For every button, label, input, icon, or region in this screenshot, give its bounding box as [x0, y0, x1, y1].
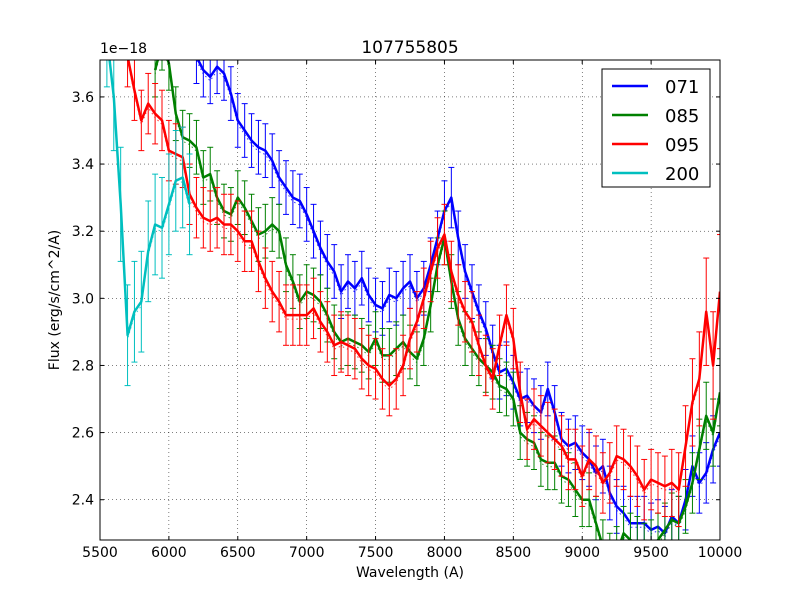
x-tick-label: 6500 — [220, 545, 256, 561]
x-tick-label: 7000 — [289, 545, 325, 561]
x-tick-label: 6000 — [151, 545, 187, 561]
y-tick-label: 3.0 — [72, 291, 94, 307]
y-tick-label: 2.8 — [72, 358, 94, 374]
y-tick-label: 3.2 — [72, 224, 94, 240]
model-line-071 — [195, 60, 720, 539]
x-tick-label: 7500 — [358, 545, 394, 561]
model-line-095 — [127, 60, 720, 495]
plot-data — [103, 60, 720, 540]
y-tick-label: 3.4 — [72, 157, 94, 173]
x-tick-label: 8000 — [427, 545, 463, 561]
x-tick-label: 9500 — [633, 545, 669, 561]
legend-box — [601, 68, 711, 188]
plot-frame — [99, 59, 721, 541]
x-tick-label: 8500 — [496, 545, 532, 561]
y-offset-text: 1e−18 — [100, 41, 147, 57]
series-line-071 — [196, 60, 720, 535]
x-tick-label: 9000 — [564, 545, 600, 561]
legend-label-085: 085 — [665, 106, 699, 127]
legend-label-071: 071 — [665, 77, 699, 98]
series-line-095 — [127, 60, 720, 491]
x-axis-label: Wavelength (A) — [356, 565, 464, 581]
chart-title: 107755805 — [361, 38, 458, 58]
x-tick-label: 10000 — [698, 545, 743, 561]
y-tick-label: 2.6 — [72, 426, 94, 442]
legend: 071 085 095 200 — [601, 68, 711, 188]
series-095 — [124, 60, 720, 528]
axis-ticks: 5500 6000 6500 7000 7500 8000 8500 9000 9500 1000… — [72, 60, 743, 561]
series-line-200 — [108, 60, 191, 337]
series-200 — [103, 60, 193, 387]
y-tick-label: 3.6 — [72, 90, 94, 106]
y-axis-label: Flux (erg/s/cm^2/A) — [47, 230, 63, 370]
legend-label-095: 095 — [665, 135, 699, 156]
x-tick-label: 5500 — [82, 545, 118, 561]
legend-label-200: 200 — [665, 164, 699, 185]
y-tick-label: 2.4 — [72, 493, 94, 509]
